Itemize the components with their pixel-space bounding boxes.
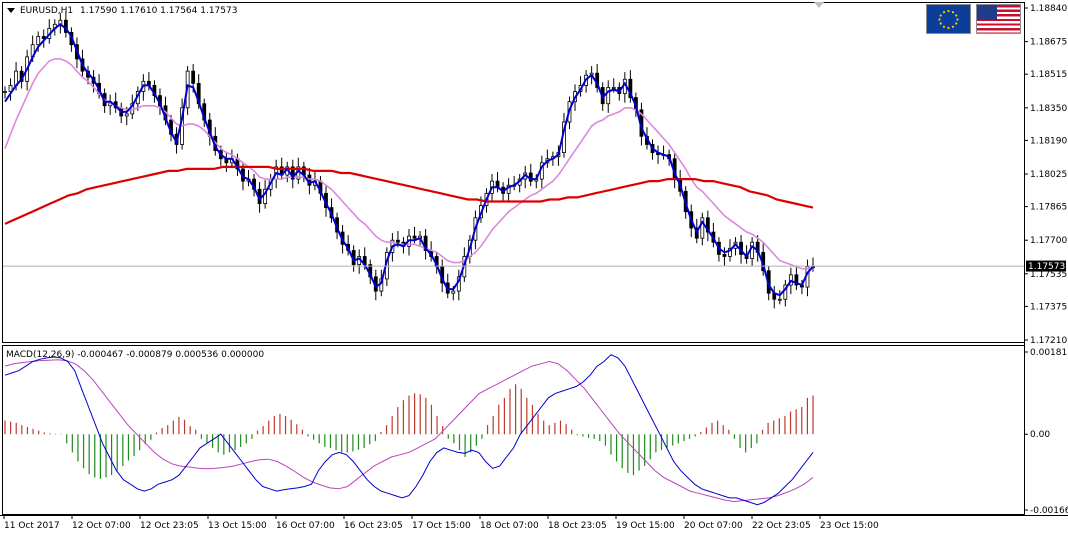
us-canton-icon	[977, 5, 997, 20]
time-tick-label: 12 Oct 07:00	[72, 521, 131, 531]
candle-body	[777, 298, 782, 301]
time-tick-label: 20 Oct 07:00	[684, 521, 743, 531]
time-tick-label: 16 Oct 23:05	[344, 521, 403, 531]
candle-body	[423, 235, 428, 251]
ohlc-values: 1.17590 1.17610 1.17564 1.17573	[80, 6, 237, 16]
chart-shift-marker[interactable]	[814, 2, 824, 8]
candle-body	[728, 247, 732, 257]
candle-body	[722, 254, 727, 257]
price-scale: 1.18840 1.18675 1.18515 1.18350 1.18190 1.180…	[1024, 4, 1067, 346]
macd-scale: 0.00181 0.00 -0.001667	[1024, 348, 1068, 516]
candle-body	[191, 70, 196, 84]
time-tick-label: 19 Oct 15:00	[616, 521, 675, 531]
price-tick-label: 1.17210	[1030, 336, 1067, 346]
time-tick-label: 23 Oct 15:00	[820, 521, 879, 531]
time-tick-label: 18 Oct 07:00	[480, 521, 539, 531]
price-tick-label: 1.17535	[1030, 270, 1067, 280]
candle-body	[36, 36, 41, 46]
candle-body	[396, 239, 400, 243]
moving-averages	[4, 23, 814, 297]
macd-tick-label: -0.001667	[1030, 506, 1068, 516]
candle-body	[606, 87, 611, 105]
candle-body	[412, 235, 417, 239]
time-tick-label: 16 Oct 07:00	[276, 521, 335, 531]
eu-flag-icon	[926, 4, 971, 34]
symbol-label: EURUSD,H1	[20, 6, 73, 16]
eu-stars-icon	[938, 9, 959, 30]
price-tick-label: 1.17700	[1030, 236, 1067, 246]
price-tick-label: 1.18350	[1030, 104, 1067, 114]
price-tick-label: 1.18840	[1030, 4, 1067, 14]
candle-body	[3, 91, 7, 93]
price-tick-label: 1.18190	[1030, 136, 1067, 146]
candle-body	[8, 84, 13, 92]
signal-line	[4, 359, 814, 503]
candle-body	[611, 87, 616, 89]
candle-body	[628, 78, 633, 99]
price-tick-label: 1.18675	[1030, 38, 1067, 48]
time-tick-label: 12 Oct 23:05	[140, 521, 199, 531]
candle-body	[451, 290, 456, 294]
current-price-badge	[1026, 260, 1066, 272]
candle-body	[124, 113, 129, 117]
time-tick-label: 18 Oct 23:05	[548, 521, 607, 531]
current-price-label: 1.17573	[1028, 262, 1065, 272]
ma-fast-line	[4, 23, 814, 297]
time-tick-label: 13 Oct 15:00	[208, 521, 267, 531]
main-chart-frame	[2, 2, 1025, 343]
price-tick-label: 1.18515	[1030, 70, 1067, 80]
ma-mid-line	[4, 58, 813, 270]
price-tick-label: 1.18025	[1030, 170, 1067, 180]
macd-lines	[4, 354, 814, 506]
candles	[3, 11, 815, 309]
macd-histogram	[4, 384, 814, 479]
macd-tick-label: 0.00	[1030, 430, 1050, 440]
time-tick-label: 22 Oct 23:05	[752, 521, 811, 531]
time-tick-label: 17 Oct 15:00	[412, 521, 471, 531]
time-scale: 11 Oct 2017 12 Oct 07:00 12 Oct 23:05 13 Oc…	[3, 515, 879, 531]
macd-label: MACD(12,26,9) -0.000467 -0.000879 0.0005…	[6, 350, 264, 360]
candle-body	[750, 241, 755, 259]
candle-body	[794, 274, 799, 286]
candle-body	[705, 217, 710, 233]
candle-body	[290, 166, 295, 180]
us-flag-icon	[976, 4, 1021, 34]
macd-tick-label: 0.00181	[1030, 348, 1067, 358]
time-tick-label: 11 Oct 2017	[4, 521, 60, 531]
macd-frame	[2, 345, 1025, 515]
price-tick-label: 1.17375	[1030, 302, 1067, 312]
candle-body	[700, 217, 705, 239]
price-tick-label: 1.17865	[1030, 203, 1067, 213]
symbol-dropdown-icon[interactable]	[7, 8, 15, 13]
macd-line	[4, 354, 814, 506]
